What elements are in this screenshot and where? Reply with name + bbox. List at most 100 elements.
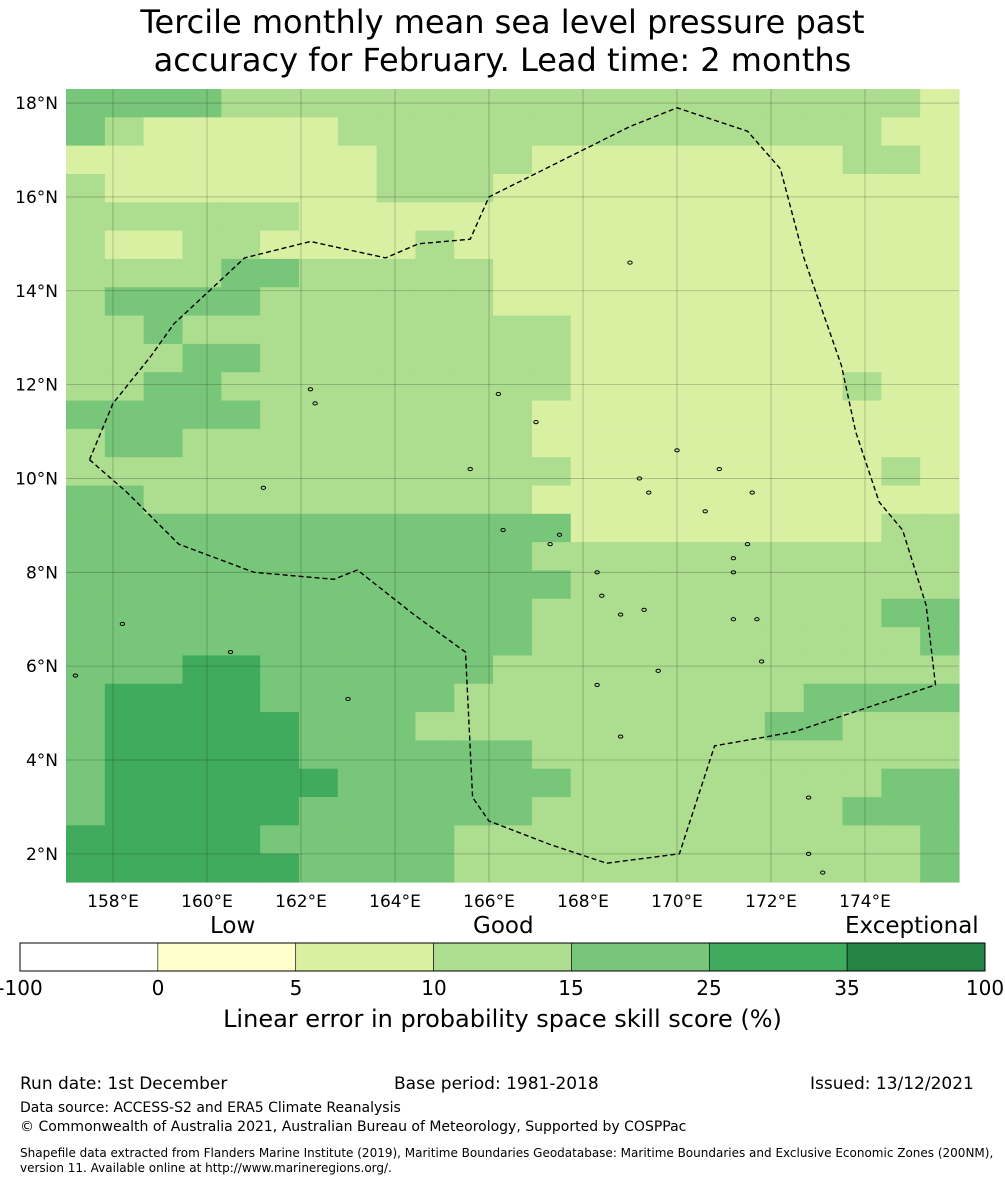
skill-cell (182, 768, 222, 798)
skill-cell (648, 173, 688, 203)
skill-cell (104, 542, 145, 572)
skill-cell (531, 428, 572, 458)
skill-cell (143, 315, 184, 345)
skill-cell (687, 797, 727, 826)
skill-cell (687, 712, 727, 741)
skill-cell (260, 712, 300, 741)
colorbar-label-good: Good (473, 913, 534, 939)
skill-cell (609, 173, 649, 203)
skill-cell (182, 542, 222, 572)
skill-cell (764, 740, 805, 770)
skill-cell (726, 712, 766, 741)
skill-cell (531, 457, 572, 487)
skill-cell (570, 343, 611, 373)
skill-cell (648, 287, 688, 317)
skill-cell (570, 485, 611, 515)
skill-cell (415, 768, 455, 798)
skill-cell (531, 485, 572, 515)
skill-cell (648, 485, 688, 515)
skill-cell (531, 598, 572, 628)
skill-cell (143, 825, 184, 855)
skill-cell (648, 315, 688, 345)
island (627, 260, 633, 265)
skill-cell (221, 825, 261, 855)
skill-cell (415, 853, 455, 883)
skill-cell (260, 740, 300, 770)
skill-cell (104, 89, 145, 118)
skill-cell (920, 400, 960, 430)
colorbar-swatch (846, 942, 986, 972)
skill-cell (648, 343, 688, 373)
island (227, 649, 234, 655)
skill-cell (920, 768, 960, 798)
skill-cell (454, 117, 494, 147)
skill-cell (143, 853, 184, 883)
skill-cell (298, 513, 339, 543)
colorbar-swatch (571, 942, 710, 972)
skill-cell (66, 712, 106, 741)
skill-cell (842, 853, 882, 883)
latitude-tick-label: 10°N (15, 469, 58, 489)
skill-cell (570, 202, 611, 232)
skill-cell (221, 287, 261, 317)
skill-cell (376, 287, 417, 317)
skill-cell (531, 853, 572, 883)
skill-cell (298, 343, 339, 373)
skill-cell (609, 627, 649, 657)
skill-cell (221, 457, 261, 487)
skill-cell (143, 202, 184, 232)
skill-cell (260, 372, 300, 402)
skill-cell (376, 315, 417, 345)
skill-cell (842, 457, 882, 487)
skill-cell (764, 343, 805, 373)
run-date: Run date: 1st December (20, 1074, 228, 1094)
skill-cell (454, 542, 494, 572)
skill-cell (260, 457, 300, 487)
colorbar-tick: 35 (834, 976, 860, 1000)
skill-cell (493, 287, 533, 317)
chart-title-line-2: accuracy for February. Lead time: 2 mont… (153, 41, 852, 79)
skill-cell (182, 315, 222, 345)
skill-cell (920, 89, 960, 118)
skill-cell (609, 372, 649, 402)
colorbar (19, 942, 986, 972)
skill-cell (687, 853, 727, 883)
skill-cell (298, 712, 339, 741)
skill-cell (803, 457, 844, 487)
skill-cell (415, 712, 455, 741)
skill-cell (454, 230, 494, 260)
skill-cell (803, 627, 844, 657)
skill-cell (66, 570, 106, 600)
skill-cell (182, 287, 222, 317)
skill-cell (260, 428, 300, 458)
skill-cell (104, 145, 145, 175)
skill-cell (182, 570, 222, 600)
colorbar-label-exceptional: Exceptional (845, 913, 979, 939)
skill-cell (531, 89, 572, 118)
skill-cell (337, 428, 378, 458)
skill-cell (454, 372, 494, 402)
skill-cell (260, 485, 300, 515)
skill-cell (104, 400, 145, 430)
island (260, 485, 267, 490)
skill-cell (803, 740, 844, 770)
skill-cell (609, 768, 649, 798)
skill-cell (376, 343, 417, 373)
skill-cell (531, 683, 572, 713)
skill-cell (454, 202, 494, 232)
skill-cell (298, 570, 339, 600)
skill-cell (920, 145, 960, 175)
skill-cell (376, 202, 417, 232)
skill-cell (648, 570, 688, 600)
skill-cell (66, 400, 106, 430)
skill-cell (415, 117, 455, 147)
skill-cell (454, 287, 494, 317)
skill-cell (260, 173, 300, 203)
skill-cell (143, 768, 184, 798)
skill-cell (803, 315, 844, 345)
skill-cell (143, 258, 184, 288)
skill-cell (531, 627, 572, 657)
skill-cell (531, 712, 572, 741)
skill-cell (493, 428, 533, 458)
skill-cell (66, 457, 106, 487)
